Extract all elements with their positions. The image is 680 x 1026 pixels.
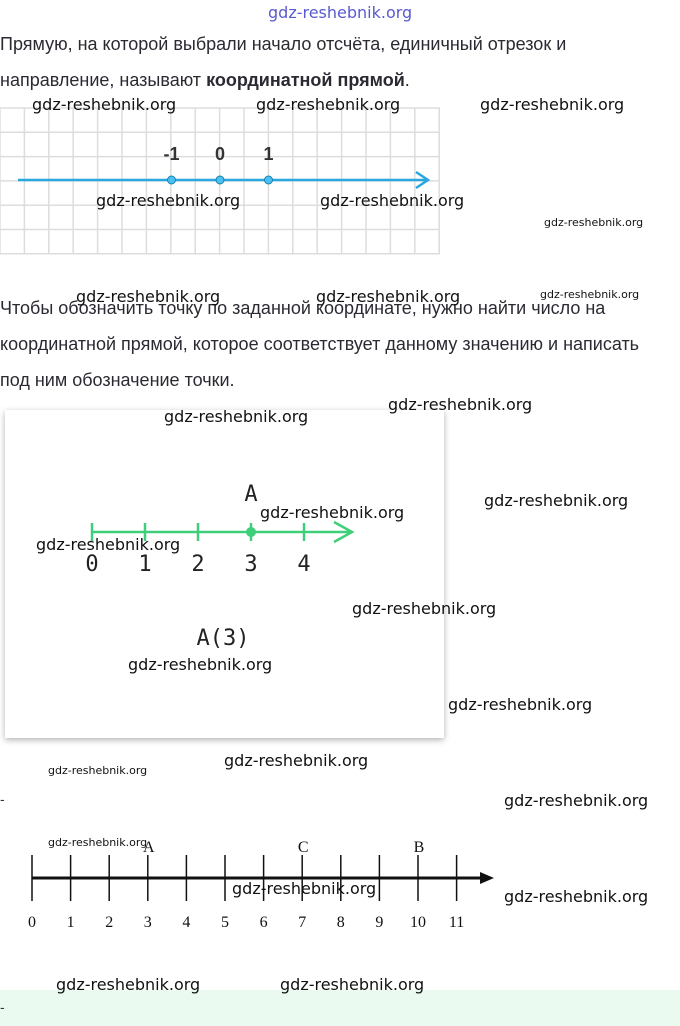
watermark: gdz-reshebnik.org	[504, 887, 648, 906]
watermark: gdz-reshebnik.org	[484, 491, 628, 510]
tick-label: 2	[191, 552, 204, 577]
tick-label: 5	[221, 914, 229, 931]
dash: -	[0, 999, 5, 1015]
tick-label: 1	[67, 914, 75, 931]
tick-label: 11	[449, 914, 464, 931]
watermark: gdz-reshebnik.org	[544, 216, 643, 229]
tick-label: 3	[244, 552, 257, 577]
caption: A(3)	[197, 626, 250, 651]
tick-label: 10	[410, 914, 426, 931]
watermark: gdz-reshebnik.org	[504, 791, 648, 810]
watermark: gdz-reshebnik.org	[260, 503, 404, 522]
tick-label: 9	[375, 914, 383, 931]
watermark: gdz-reshebnik.org	[76, 287, 220, 306]
watermark: gdz-reshebnik.org	[164, 407, 308, 426]
bottom-strip	[0, 990, 680, 1026]
tick-label: 4	[297, 552, 310, 577]
paragraph-text: Прямую, на которой выбрали начало отсчёт…	[0, 34, 567, 90]
point-label: A	[244, 482, 257, 507]
punctuation: .	[404, 70, 410, 90]
watermark: gdz-reshebnik.org	[540, 288, 639, 301]
watermark: gdz-reshebnik.org	[232, 879, 376, 898]
term: координатной прямой	[206, 70, 405, 90]
point-label: C	[298, 839, 309, 856]
tick-label: 1	[138, 552, 151, 577]
tick-label: 0	[85, 552, 98, 577]
watermark: gdz-reshebnik.org	[268, 3, 412, 22]
arrow	[480, 872, 494, 884]
tick-label: 6	[260, 914, 268, 931]
point-label: B	[414, 839, 425, 856]
watermark: gdz-reshebnik.org	[56, 975, 200, 994]
watermark: gdz-reshebnik.org	[48, 764, 147, 777]
tick-label: 8	[337, 914, 345, 931]
watermark: gdz-reshebnik.org	[128, 655, 272, 674]
tick-label: 7	[298, 914, 306, 931]
watermark: gdz-reshebnik.org	[320, 191, 464, 210]
watermark: gdz-reshebnik.org	[96, 191, 240, 210]
tick-label: 2	[105, 914, 113, 931]
paragraph: Чтобы обозначить точку по заданной коорд…	[0, 290, 672, 398]
watermark: gdz-reshebnik.org	[32, 95, 176, 114]
arrow	[333, 520, 355, 544]
watermark: gdz-reshebnik.org	[480, 95, 624, 114]
watermark: gdz-reshebnik.org	[48, 836, 147, 849]
watermark: gdz-reshebnik.org	[448, 695, 592, 714]
dash: -	[0, 791, 5, 807]
point	[167, 175, 176, 185]
tick-label: -1	[163, 144, 179, 164]
tick-label: 0	[28, 914, 36, 931]
arrow	[415, 170, 431, 190]
tick-label: 1	[263, 144, 273, 164]
paragraph-text: Чтобы обозначить точку по заданной коорд…	[0, 298, 640, 390]
paragraph: Прямую, на которой выбрали начало отсчёт…	[0, 26, 600, 98]
point	[215, 175, 225, 185]
watermark: gdz-reshebnik.org	[388, 395, 532, 414]
watermark: gdz-reshebnik.org	[316, 287, 460, 306]
watermark: gdz-reshebnik.org	[280, 975, 424, 994]
tick-label: 3	[144, 914, 152, 931]
tick-label: 0	[215, 144, 225, 164]
point-label: A	[143, 839, 155, 856]
watermark: gdz-reshebnik.org	[224, 751, 368, 770]
point	[264, 175, 273, 185]
watermark: gdz-reshebnik.org	[36, 535, 180, 554]
tick-label: 4	[182, 914, 190, 931]
figure-card	[5, 410, 444, 738]
point	[246, 527, 256, 537]
watermark: gdz-reshebnik.org	[352, 599, 496, 618]
watermark: gdz-reshebnik.org	[256, 95, 400, 114]
